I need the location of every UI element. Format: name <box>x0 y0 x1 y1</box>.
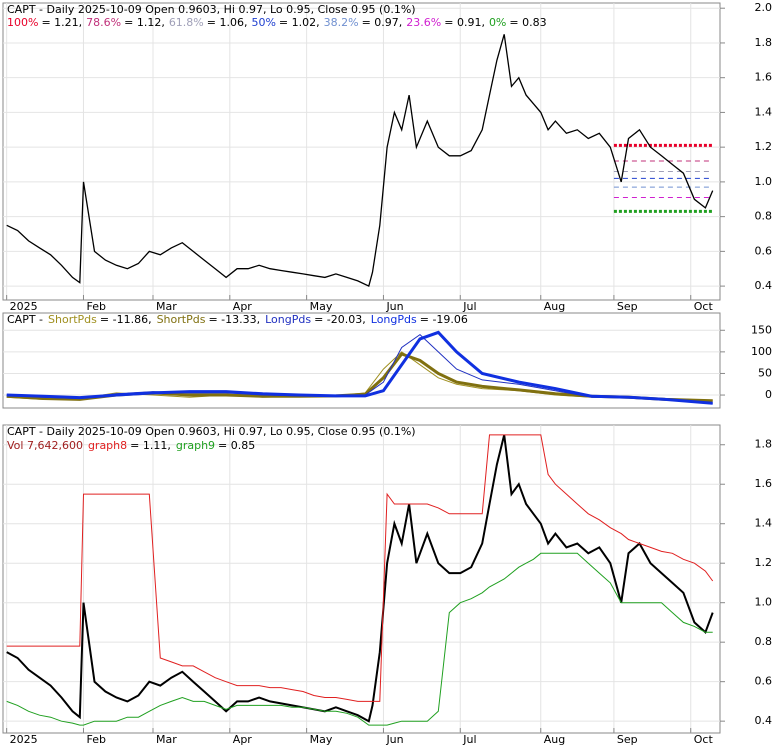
y-tick-label: 0 <box>765 388 772 401</box>
x-tick-label: Mar <box>156 300 177 313</box>
x-tick-label: Mar <box>156 733 177 745</box>
panel <box>2 2 721 301</box>
x-tick-label: Sep <box>617 300 638 313</box>
y-tick-label: 1.8 <box>755 36 773 49</box>
legend-value: = -11.86, <box>100 313 152 326</box>
fib-name: 38.2% <box>324 16 359 29</box>
y-tick-label: 1.2 <box>755 556 773 569</box>
series-line <box>6 34 714 288</box>
x-tick-label: Feb <box>86 300 105 313</box>
panel <box>2 312 721 409</box>
y-tick-label: 1.6 <box>755 71 773 84</box>
panel-header: CAPT - Daily 2025-10-09 Open 0.9603, Hi … <box>7 425 416 438</box>
fib-name: 61.8% <box>169 16 204 29</box>
y-tick-label: 1.4 <box>755 517 773 530</box>
x-tick-label: 2025 <box>10 300 38 313</box>
x-tick-label: Aug <box>544 300 565 313</box>
series-line <box>6 434 714 702</box>
x-tick-label: Sep <box>617 733 638 745</box>
series-line <box>6 330 713 405</box>
legend-value: = 0.85 <box>218 439 255 452</box>
header-title: CAPT - Daily 2025-10-09 Open 0.9603, Hi … <box>7 3 416 16</box>
fib-value: = 1.02, <box>279 16 320 29</box>
x-tick-label: May <box>310 733 333 745</box>
y-tick-label: 1.0 <box>755 596 773 609</box>
panel <box>2 424 721 734</box>
volume: Vol 7,642,600 <box>7 439 83 452</box>
x-tick-label: Apr <box>233 733 253 745</box>
y-tick-label: 1.8 <box>755 438 773 451</box>
fib-name: 0% <box>489 16 506 29</box>
x-tick-label: Jul <box>462 300 476 313</box>
x-tick-label: Oct <box>694 300 714 313</box>
y-tick-label: 0.4 <box>755 714 773 727</box>
fib-value: = 0.83 <box>509 16 546 29</box>
y-tick-label: 1.0 <box>755 175 773 188</box>
fib-name: 50% <box>251 16 275 29</box>
panel-header: CAPT - Daily 2025-10-09 Open 0.9603, Hi … <box>7 3 416 16</box>
y-tick-label: 0.8 <box>755 210 773 223</box>
legend-name: graph9 <box>176 439 215 452</box>
panel-header: CAPT - ShortPds = -11.86, ShortPds = -13.33,… <box>7 313 468 326</box>
y-tick-label: 1.6 <box>755 477 773 490</box>
legend-value: = 1.11, <box>130 439 171 452</box>
y-tick-label: 150 <box>751 323 772 336</box>
x-tick-label: Oct <box>694 733 714 745</box>
fib-value: = 1.06, <box>207 16 248 29</box>
x-tick-label: Feb <box>86 733 105 745</box>
legend-value: = -13.33, <box>208 313 260 326</box>
y-tick-label: 0.6 <box>755 675 773 688</box>
legend: Vol 7,642,600 graph8 = 1.11, graph9 = 0.85 <box>7 439 255 452</box>
fib-name: 100% <box>7 16 38 29</box>
legend-value: = -20.03, <box>314 313 366 326</box>
x-tick-label: 2025 <box>10 733 38 745</box>
fib-value: = 1.12, <box>124 16 165 29</box>
x-tick-label: Jun <box>385 733 403 745</box>
header-title: CAPT - <box>7 313 43 326</box>
header-title: CAPT - Daily 2025-10-09 Open 0.9603, Hi … <box>7 425 416 438</box>
y-tick-label: 50 <box>758 366 772 379</box>
x-tick-label: Apr <box>233 300 253 313</box>
x-tick-label: Aug <box>544 733 565 745</box>
fib-legend: 100% = 1.21, 78.6% = 1.12, 61.8% = 1.06, 50% = … <box>7 16 547 29</box>
y-tick-label: 100 <box>751 345 772 358</box>
series-line <box>6 434 714 723</box>
x-tick-label: Jul <box>462 733 476 745</box>
x-tick-label: May <box>310 300 333 313</box>
fib-value: = 0.91, <box>444 16 485 29</box>
legend-name: ShortPds <box>48 313 97 326</box>
y-tick-label: 2.0 <box>755 1 773 14</box>
legend-name: LongPds <box>265 313 311 326</box>
legend-name: ShortPds <box>157 313 206 326</box>
x-tick-label: Jun <box>385 300 403 313</box>
y-tick-label: 1.4 <box>755 105 773 118</box>
legend-value: = -19.06 <box>420 313 468 326</box>
y-tick-label: 1.2 <box>755 140 773 153</box>
fib-name: 23.6% <box>406 16 441 29</box>
legend-name: graph8 <box>88 439 127 452</box>
series-line <box>6 552 713 726</box>
y-tick-label: 0.4 <box>755 279 773 292</box>
y-tick-label: 0.8 <box>755 635 773 648</box>
legend-name: LongPds <box>371 313 417 326</box>
fib-name: 78.6% <box>86 16 121 29</box>
y-tick-label: 0.6 <box>755 244 773 257</box>
fib-value: = 1.21, <box>41 16 82 29</box>
fib-value: = 0.97, <box>362 16 403 29</box>
